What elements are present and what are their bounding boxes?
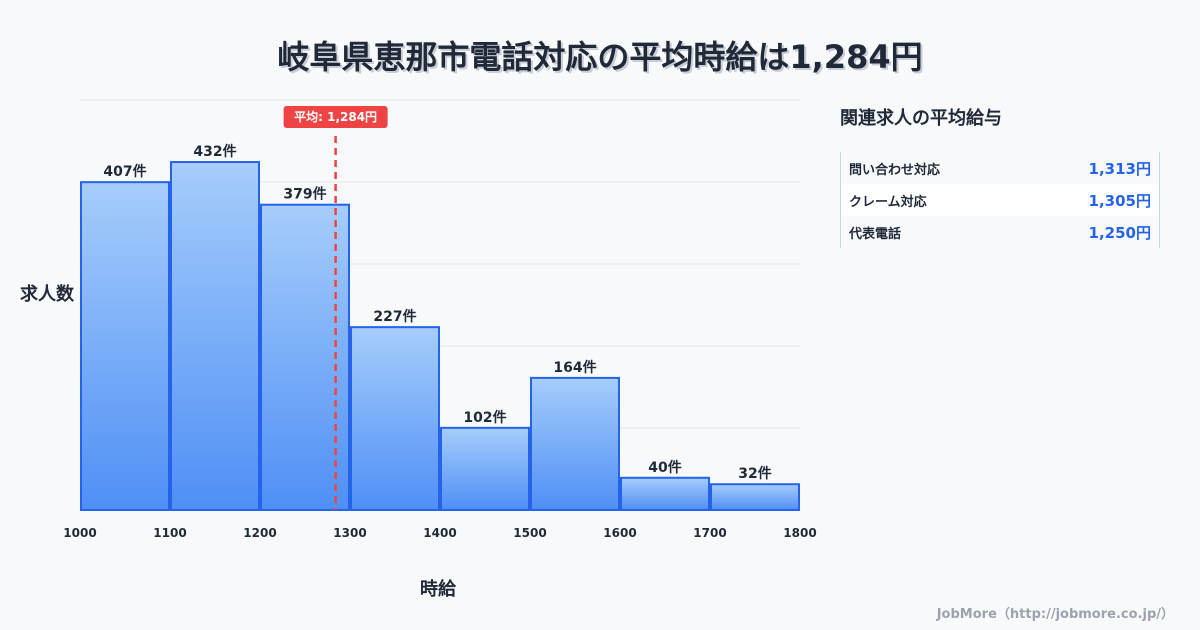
- bar-value-label: 379件: [283, 186, 326, 203]
- histogram-bar: [620, 476, 710, 512]
- histogram-bar: [350, 326, 440, 511]
- x-axis-label: 時給: [420, 579, 456, 600]
- related-item-name: 代表電話: [849, 226, 902, 242]
- x-tick-label: 1400: [423, 526, 456, 540]
- bar-value-label: 432件: [193, 143, 236, 160]
- histogram-bar: [80, 181, 170, 511]
- bar-value-label: 407件: [103, 163, 146, 180]
- chart-title: 岐阜県恵那市電話対応の平均時給は1,284円: [277, 38, 923, 76]
- x-tick-label: 1800: [783, 526, 816, 540]
- histogram-bar: [440, 426, 530, 511]
- related-salaries-panel: 関連求人の平均給与 問い合わせ対応 1,313円 クレーム対応 1,305円 代表電…: [840, 104, 1160, 248]
- related-item-value: 1,305円: [1088, 191, 1151, 210]
- bar-value-label: 164件: [553, 359, 596, 376]
- y-axis-label: 求人数: [20, 284, 74, 305]
- bar-value-label: 32件: [738, 465, 771, 482]
- histogram-bar: [530, 376, 620, 511]
- histogram-bar: [170, 161, 260, 511]
- mean-label: 平均: 1,284円: [294, 109, 377, 124]
- bar-value-label: 227件: [373, 308, 416, 325]
- x-tick-label: 1700: [693, 526, 726, 540]
- related-item: 代表電話 1,250円: [841, 216, 1159, 248]
- x-tick-label: 1500: [513, 526, 546, 540]
- x-tick-label: 1200: [243, 526, 276, 540]
- histogram-chart: 407件 432件 379件 227件 102件 164件 40件 32件 1000 1100 12…: [63, 99, 817, 540]
- related-item: クレーム対応 1,305円: [841, 184, 1159, 216]
- related-item-value: 1,313円: [1088, 159, 1151, 178]
- x-tick-label: 1100: [153, 526, 186, 540]
- x-tick-label: 1300: [333, 526, 366, 540]
- bar-value-label: 40件: [648, 459, 681, 476]
- histogram-bar: [260, 203, 350, 512]
- x-tick-label: 1600: [603, 526, 636, 540]
- footer-credit: JobMore（http://jobmore.co.jp/）: [936, 607, 1174, 622]
- related-item: 問い合わせ対応 1,313円: [841, 152, 1159, 184]
- related-salaries-title: 関連求人の平均給与: [840, 108, 1002, 129]
- bar-value-label: 102件: [463, 409, 506, 426]
- related-item-value: 1,250円: [1088, 223, 1151, 242]
- related-item-name: 問い合わせ対応: [849, 162, 941, 178]
- mean-badge: [283, 106, 388, 128]
- related-item-name: クレーム対応: [849, 194, 927, 210]
- x-tick-label: 1000: [63, 526, 96, 540]
- histogram-bar: [710, 483, 800, 511]
